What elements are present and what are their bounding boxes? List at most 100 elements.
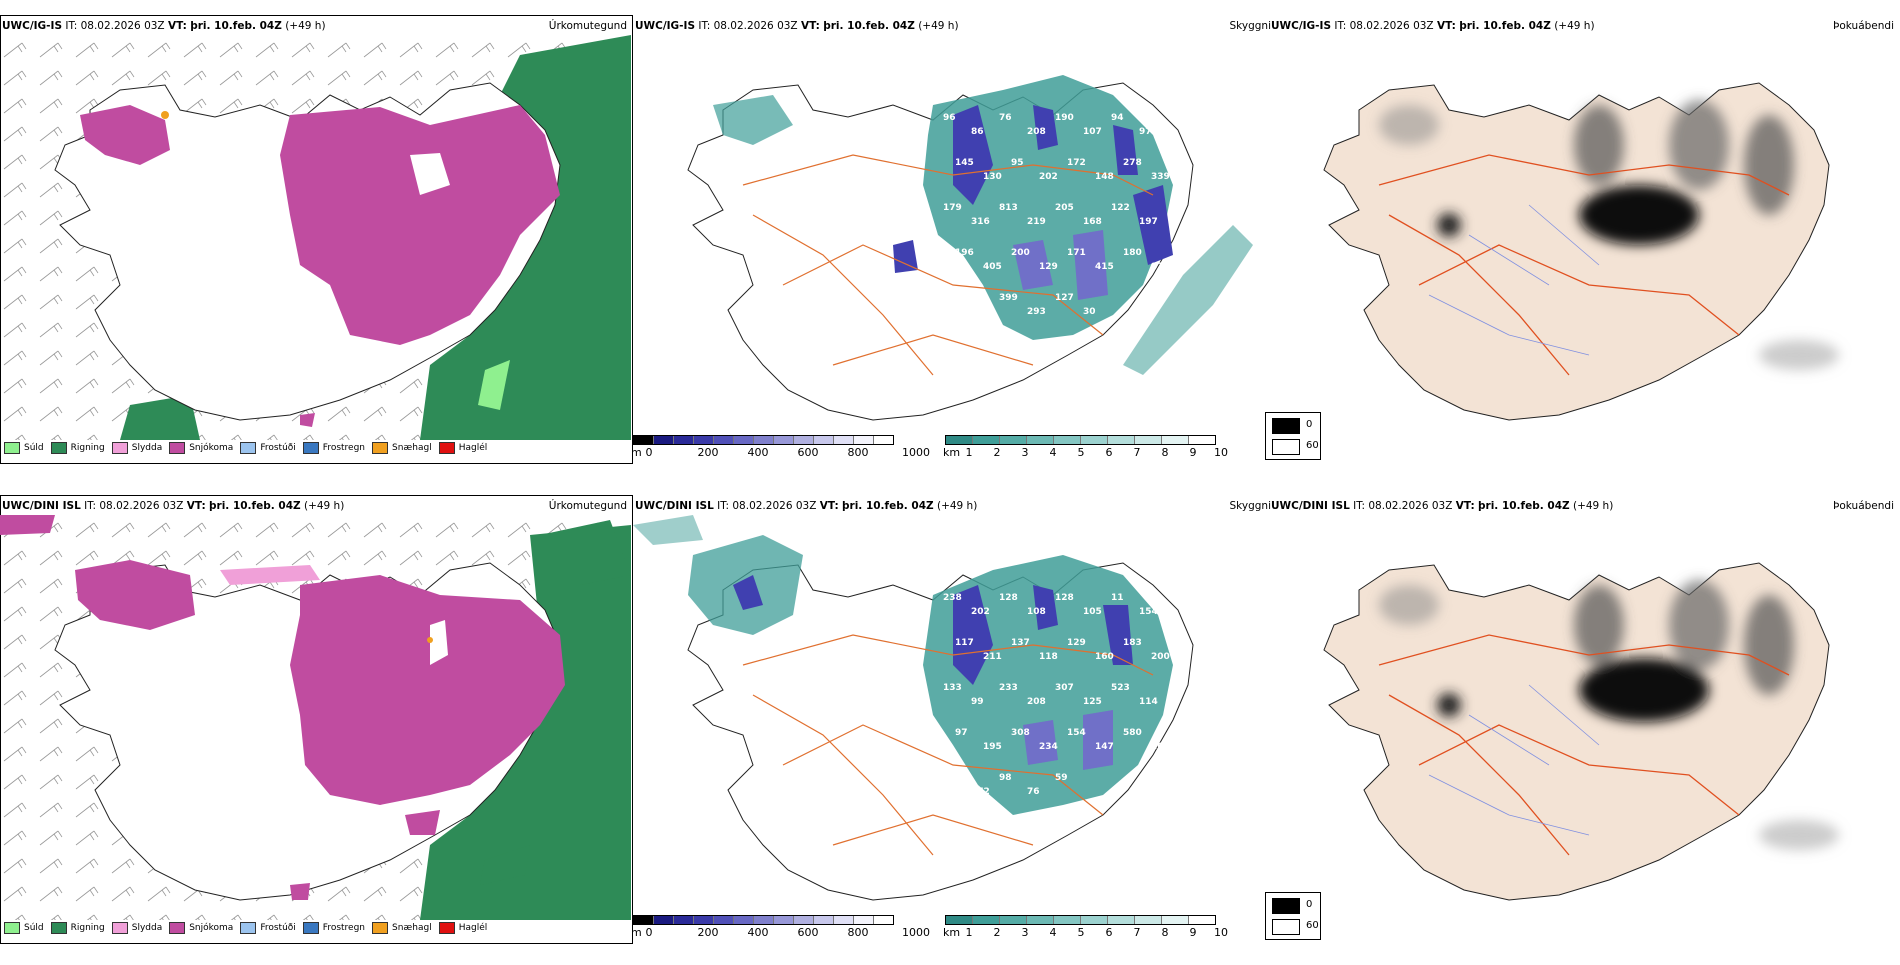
visibility-cells	[945, 915, 1216, 925]
legend-swatch	[4, 922, 20, 934]
model-name: UWC/DINI ISL	[1271, 500, 1350, 512]
tick-label: 4	[1049, 446, 1057, 459]
legend-item-snaehagl: Snæhagl	[372, 442, 432, 454]
legend-label: Haglél	[458, 923, 488, 933]
panel-title: Þokuábendi	[1833, 20, 1894, 32]
cloud-base-value: 94	[1111, 113, 1124, 123]
legend-swatch	[111, 442, 128, 454]
cloud-base-value: 97	[1139, 127, 1152, 137]
tick-label: 6	[1105, 926, 1113, 939]
precip-type-panel: UWC/DINI ISL IT: 08.02.2026 03Z VT: þri.…	[0, 495, 633, 960]
legend-item-haglel: Haglél	[438, 442, 487, 454]
cloud-base-value: 107	[1083, 127, 1102, 137]
cloud-base-value: 196	[955, 248, 974, 258]
legend-item-rigning: Rigning	[50, 922, 105, 934]
legend-item-suld: Súld	[4, 922, 44, 934]
cloud-base-value: 129	[1039, 262, 1058, 272]
tick-label: 400	[747, 926, 769, 939]
cloud-base-value: 117	[955, 638, 974, 648]
legend-label: 60	[1306, 440, 1319, 451]
tick-label: 1000	[902, 926, 930, 939]
vt-value: þri. 10.feb. 04Z	[842, 500, 934, 512]
legend-swatch	[50, 922, 67, 934]
tick-label: 600	[797, 926, 819, 939]
cloud-base-value: 190	[1055, 113, 1074, 123]
cloud-base-value: 399	[999, 293, 1018, 303]
tick-label: 1	[965, 446, 973, 459]
legend-swatch	[4, 442, 20, 454]
panel-header: UWC/IG-IS IT: 08.02.2026 03Z VT: þri. 10…	[635, 20, 959, 32]
vt-label: VT:	[1436, 20, 1456, 32]
legend-label: 0	[1306, 899, 1313, 910]
cloud-base-value: 316	[971, 217, 990, 227]
legend-swatch	[438, 442, 455, 454]
cloud-base-value: 148	[1095, 172, 1114, 182]
cloud-base-value: 127	[1055, 293, 1074, 303]
model-name: UWC/IG-IS	[1271, 20, 1332, 32]
vt-label: VT:	[186, 500, 206, 512]
cloud-base-value: 208	[1027, 697, 1046, 707]
legend-label: 0	[1306, 419, 1313, 430]
legend-swatch	[372, 442, 389, 454]
legend-swatch	[302, 442, 319, 454]
lead-time: (+49 h)	[285, 20, 326, 32]
legend-swatch	[302, 922, 319, 934]
cloud-base-value: 129	[1067, 638, 1086, 648]
cloud-base-value: 88	[943, 773, 956, 783]
cloud-base-value: 128	[999, 593, 1018, 603]
cloud-visibility-map: 238 202 128 108 128 105 11 154 117 211 137 118 129 16…	[633, 515, 1194, 901]
tick-label: 2	[993, 926, 1001, 939]
it-value: 08.02.2026 03Z	[99, 500, 184, 512]
vt-label: VT:	[167, 20, 187, 32]
cloud-base-value: 59	[1055, 773, 1068, 783]
cloud-base-unit: m	[631, 926, 642, 939]
legend-label: Slydda	[131, 443, 163, 453]
it-label: IT:	[65, 20, 78, 32]
legend-label: Frostregn	[322, 923, 366, 933]
tick-label: 1	[965, 926, 973, 939]
it-label: IT:	[1353, 500, 1366, 512]
legend-item-snjokoma: Snjókoma	[169, 922, 233, 934]
tick-label: 400	[747, 446, 769, 459]
cloud-base-value: 96	[943, 113, 956, 123]
tick-label: 800	[847, 446, 869, 459]
precip-map	[0, 515, 631, 920]
tick-label: 800	[847, 926, 869, 939]
it-label: IT:	[84, 500, 97, 512]
fog-legend: 0 60	[1265, 892, 1321, 940]
panel-header: UWC/DINI ISL IT: 08.02.2026 03Z VT: þri.…	[1271, 500, 1613, 512]
legend-label: Frostúði	[260, 923, 296, 933]
cloud-base-value: 263	[1151, 742, 1170, 752]
lead-time: (+49 h)	[1572, 500, 1614, 512]
legend-swatch-fog-0	[1272, 418, 1300, 434]
legend-item-snjokoma: Snjókoma	[169, 442, 233, 454]
cloud-base-value: 308	[1011, 728, 1030, 738]
legend-label: Snjókoma	[189, 923, 234, 933]
tick-label: 0	[645, 926, 653, 939]
cloud-base-labels: 238 202 128 108 128 105 11 154 117 211 137 118 129 16…	[943, 593, 1170, 797]
cloud-base-value: 86	[971, 127, 984, 137]
panel-title: Úrkomutegund	[548, 20, 627, 32]
legend-item-frostregn: Frostregn	[302, 922, 366, 934]
it-value: 08.02.2026 03Z	[80, 20, 165, 32]
panel-header: UWC/IG-IS IT: 08.02.2026 03Z VT: þri. 10…	[1271, 20, 1595, 32]
it-label: IT:	[717, 500, 730, 512]
cloud-base-value: 195	[983, 742, 1002, 752]
tick-label: 1000	[902, 446, 930, 459]
tick-label: 5	[1077, 926, 1085, 939]
vt-value: þri. 10.feb. 04Z	[190, 20, 282, 32]
model-name: UWC/IG-IS	[2, 20, 63, 32]
cloud-base-value: 87	[1151, 262, 1164, 272]
lead-time: (+49 h)	[918, 20, 959, 32]
tick-label: 3	[1021, 446, 1029, 459]
tick-label: 200	[697, 446, 719, 459]
visibility-cells	[945, 435, 1216, 445]
cloud-base-value: 211	[983, 652, 1002, 662]
cloud-base-value: 118	[1039, 652, 1058, 662]
it-label: IT:	[698, 20, 711, 32]
cloud-base-value: 114	[1139, 697, 1158, 707]
cloud-base-value: 168	[1083, 217, 1102, 227]
legend-label: Frostúði	[260, 443, 296, 453]
legend-label: Slydda	[131, 923, 163, 933]
model-name: UWC/DINI ISL	[2, 500, 81, 512]
